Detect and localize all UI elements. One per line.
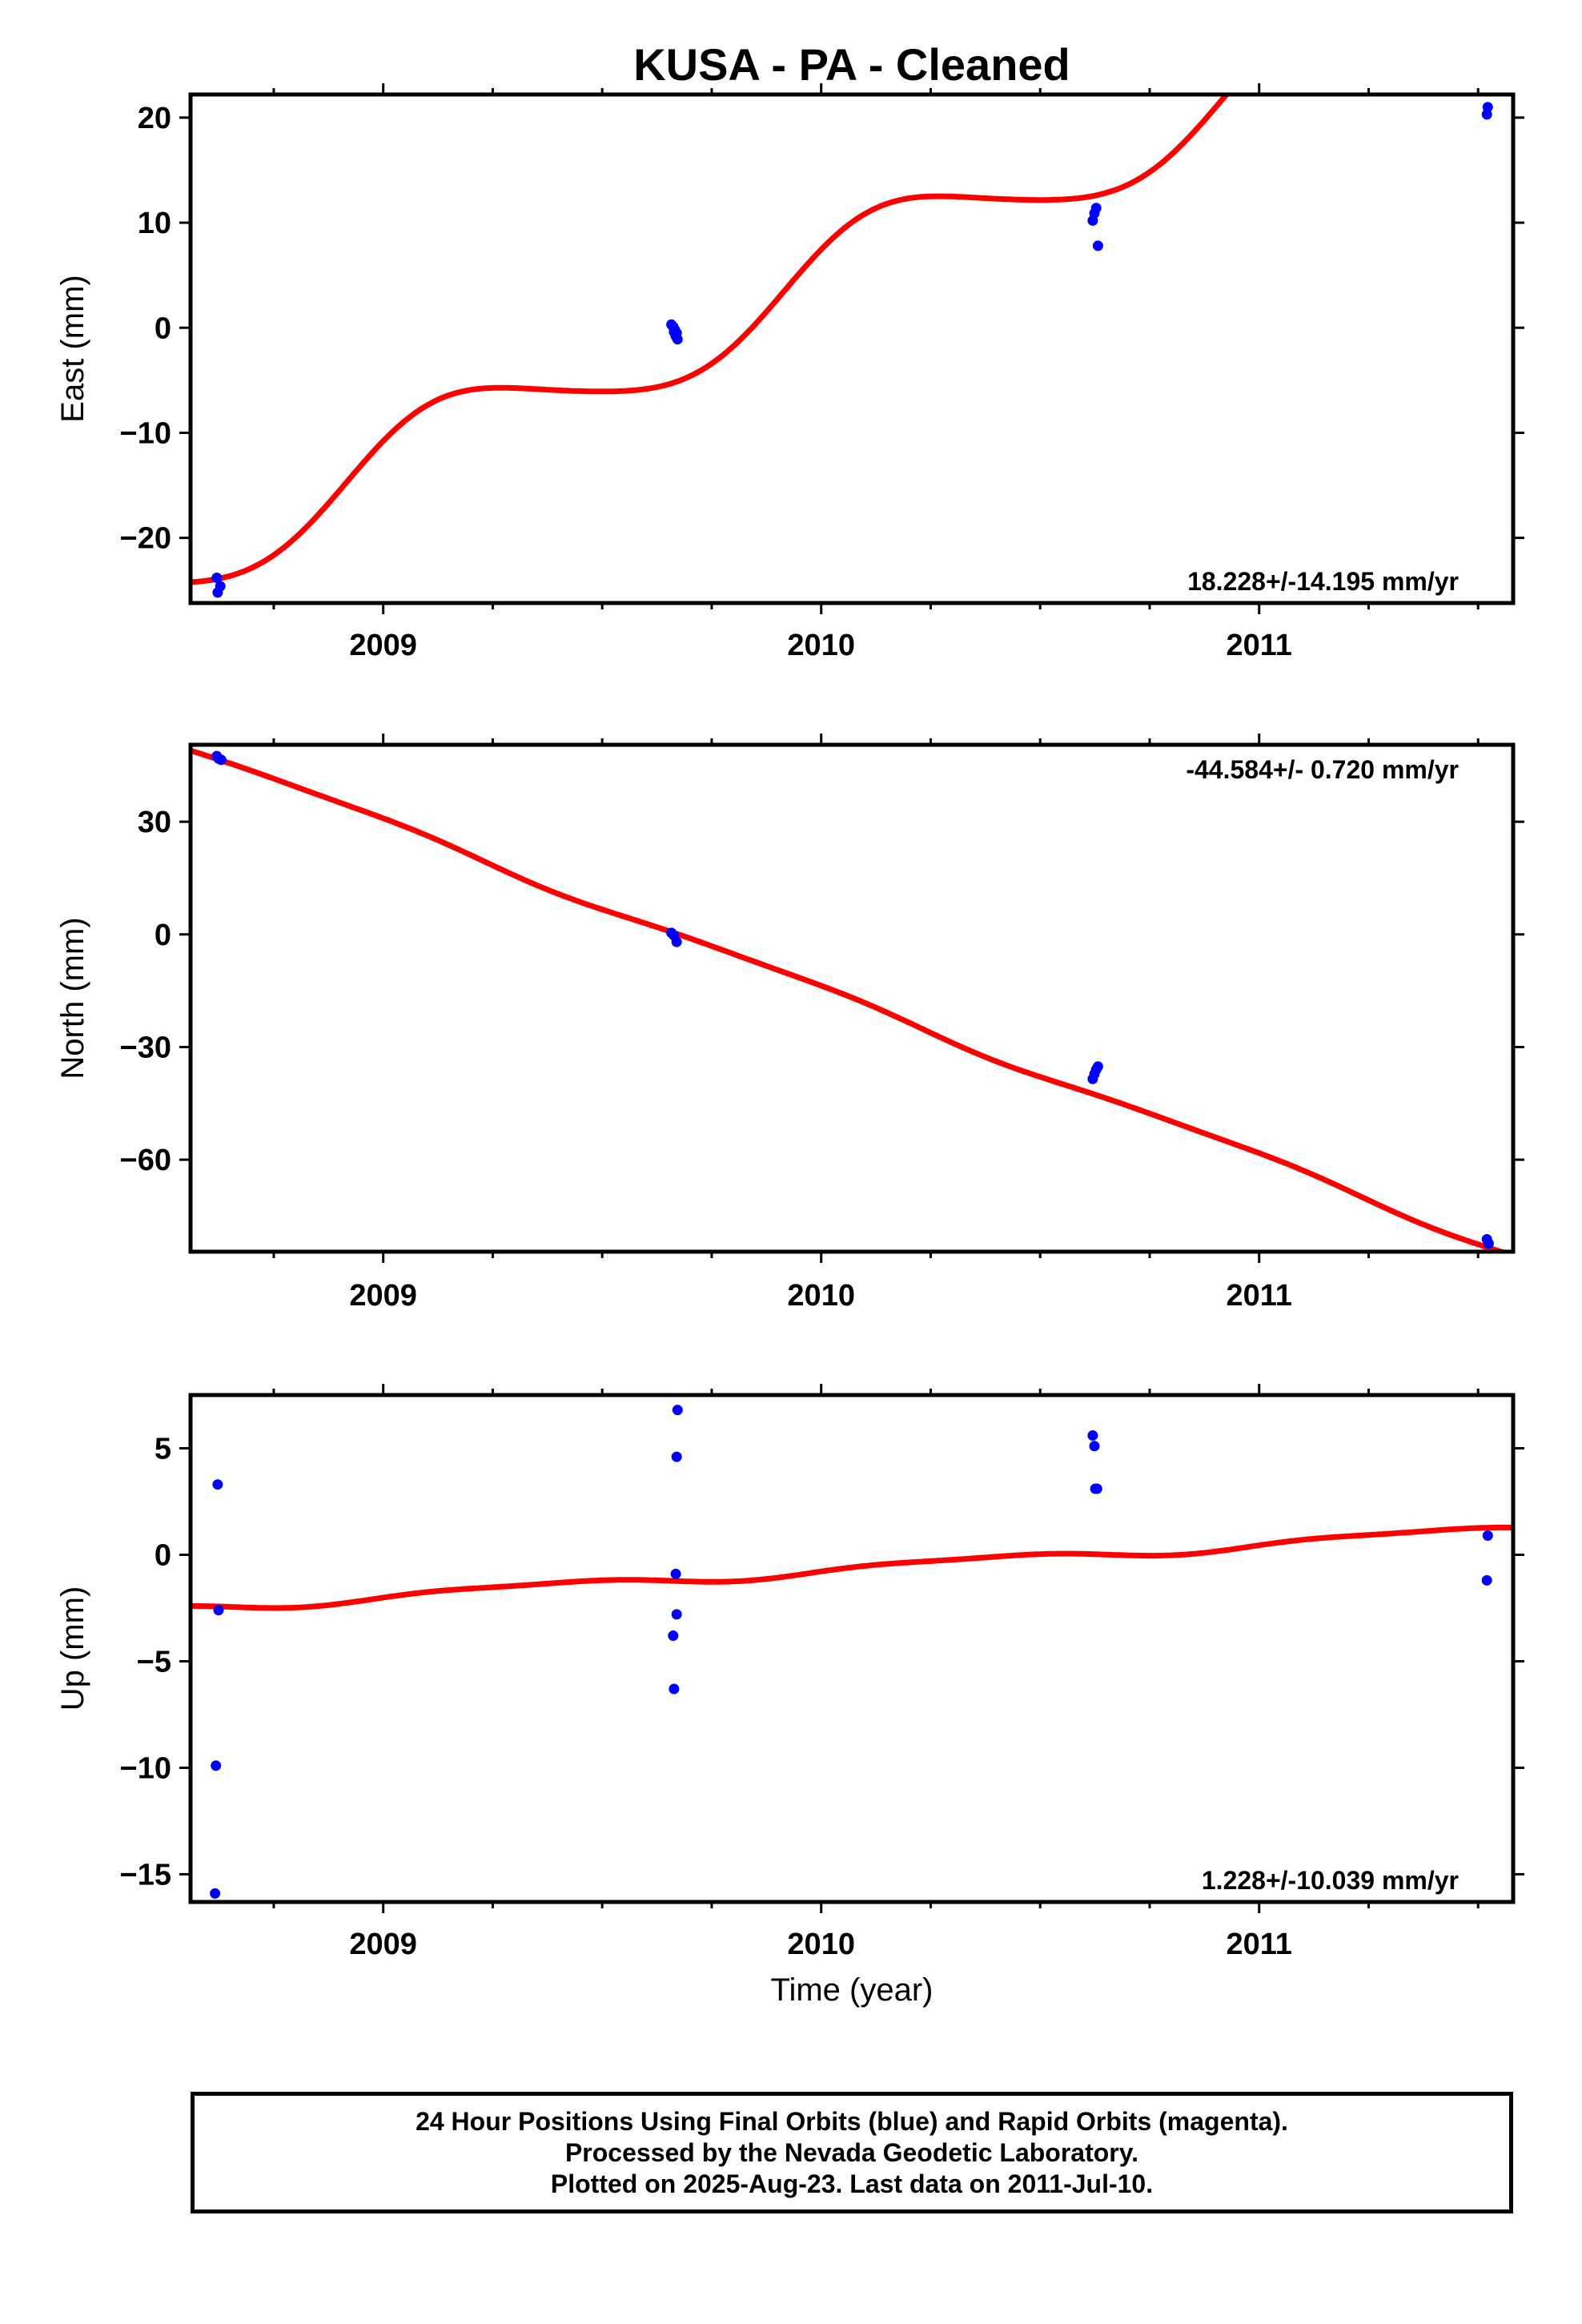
y-axis-label-up: Up (mm) (55, 1586, 90, 1711)
model-curve-up (191, 1524, 1513, 1611)
footer-line-processed: Processed by the Nevada Geodetic Laborat… (564, 2137, 1139, 2167)
rate-annotation-east: 18.228+/-14.195 mm/yr (1187, 567, 1459, 596)
model-curve-east (191, 94, 1231, 585)
y-tick-label: −15 (120, 1858, 171, 1892)
x-tick-label: 2011 (1227, 1279, 1292, 1313)
x-tick-label: 2009 (349, 1928, 417, 1961)
plot-frame-east (188, 92, 1516, 605)
panel-east: 2009 2010 2011 −20 −10 0 10 20 East (mm) 18.228+/… (55, 83, 1524, 662)
rate-annotation-north: -44.584+/- 0.720 mm/yr (1186, 755, 1459, 784)
x-tick-label: 2009 (349, 629, 417, 662)
y-tick-label: −5 (137, 1645, 171, 1679)
data-point-up (1087, 1430, 1098, 1441)
data-point-north (1092, 1061, 1103, 1072)
figure-title: KUSA - PA - Cleaned (633, 39, 1070, 90)
x-axis-label: Time (year) (771, 1972, 934, 2008)
x-tick-label: 2011 (1227, 629, 1292, 662)
data-point-up (1481, 1574, 1492, 1586)
y-tick-label: 30 (138, 806, 171, 839)
data-point-up (669, 1683, 680, 1695)
y-tick-label: −30 (120, 1031, 171, 1064)
model-curve-north (191, 747, 1511, 1252)
data-point-up (210, 1888, 221, 1899)
data-point-north (215, 754, 227, 766)
y-tick-label: 0 (155, 919, 171, 952)
y-tick-label: 20 (138, 102, 171, 135)
data-point-east (211, 573, 223, 583)
data-point-up (671, 1609, 682, 1620)
data-point-up (211, 1760, 222, 1771)
data-point-up (670, 1568, 681, 1579)
y-tick-label: 5 (155, 1432, 171, 1466)
x-tick-label: 2011 (1227, 1928, 1292, 1961)
plot-frame-up (188, 1393, 1516, 1904)
y-tick-label: −60 (120, 1144, 171, 1177)
y-tick-label: 0 (155, 312, 171, 345)
rate-annotation-up: 1.228+/-10.039 mm/yr (1202, 1866, 1459, 1895)
data-point-east (215, 581, 226, 592)
footer-box: 24 Hour Positions Using Final Orbits (bl… (191, 2092, 1513, 2213)
panel-up: 2009 2010 2011 −15 −10 −5 0 5 Up (mm) 1.228+/-10.… (55, 1384, 1524, 1961)
data-point-north (671, 936, 682, 947)
data-point-up (672, 1405, 683, 1416)
data-point-east (1482, 102, 1493, 113)
y-axis-label-east: East (mm) (55, 275, 90, 422)
y-tick-label: −10 (120, 416, 171, 450)
y-tick-label: −10 (120, 1751, 171, 1785)
data-point-up (671, 1451, 682, 1462)
data-point-up (668, 1630, 679, 1641)
data-point-up (1091, 1483, 1102, 1494)
x-tick-label: 2010 (787, 629, 855, 662)
panels: 2009 2010 2011 −20 −10 0 10 20 East (mm) 18.228+/… (55, 83, 1524, 1961)
footer-line-plotted: Plotted on 2025-Aug-23. Last data on 201… (550, 2169, 1154, 2198)
data-point-east (669, 327, 680, 337)
data-point-up (212, 1479, 223, 1490)
data-point-up (213, 1605, 224, 1616)
data-point-east (1092, 240, 1103, 251)
footer-line-orbits: 24 Hour Positions Using Final Orbits (bl… (416, 2106, 1288, 2136)
y-tick-label: 10 (138, 207, 171, 240)
y-tick-label: −20 (120, 522, 171, 556)
data-point-up (1089, 1441, 1100, 1452)
x-tick-label: 2010 (787, 1928, 855, 1961)
y-tick-label: 0 (155, 1538, 171, 1572)
x-tick-label: 2010 (787, 1279, 855, 1313)
data-point-east (1090, 203, 1102, 214)
x-tick-label: 2009 (349, 1279, 417, 1313)
data-point-north (1483, 1238, 1494, 1249)
panel-north: 2009 2010 2011 −60 −30 0 30 North (mm) -44.584+/… (55, 734, 1524, 1313)
plot-frame-north (188, 742, 1516, 1254)
y-axis-label-north: North (mm) (55, 917, 90, 1079)
data-point-up (1482, 1530, 1493, 1541)
